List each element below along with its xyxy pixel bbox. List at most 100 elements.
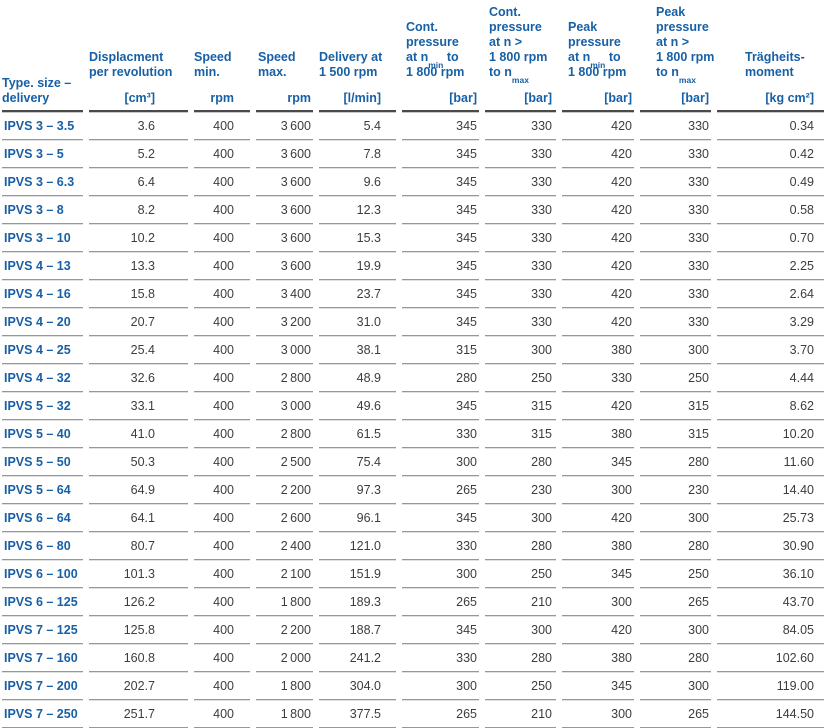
cell-cont-pressure-low: 345: [402, 252, 479, 280]
table-row: IPVS 7 – 125 125.8 400 2 200 188.7 345 300 420 3…: [2, 616, 824, 644]
cell-cont-pressure-high: 315: [485, 392, 556, 420]
cell-displacement: 41.0: [89, 420, 188, 448]
cell-peak-pressure-low: 380: [562, 336, 634, 364]
cell-cont-pressure-high: 250: [485, 364, 556, 392]
cell-speed-min: 400: [194, 168, 250, 196]
cell-peak-pressure-low: 380: [562, 420, 634, 448]
cell-peak-pressure-high: 250: [640, 364, 711, 392]
table-row: IPVS 6 – 80 80.7 400 2 400 121.0 330 280 380 280…: [2, 532, 824, 560]
cell-peak-pressure-high: 300: [640, 616, 711, 644]
cell-delivery-1500rpm: 377.5: [319, 700, 396, 728]
cell-displacement: 160.8: [89, 644, 188, 672]
cell-peak-pressure-low: 330: [562, 364, 634, 392]
column-label-peak-pressure-high: Peak pressure at n >1 800 rpm to nmax: [656, 5, 715, 85]
cell-displacement: 32.6: [89, 364, 188, 392]
cell-speed-min: 400: [194, 196, 250, 224]
row-label: IPVS 5 – 40: [2, 420, 83, 448]
table-row: IPVS 6 – 100 101.3 400 2 100 151.9 300 250 345 2…: [2, 560, 824, 588]
cell-delivery-1500rpm: 15.3: [319, 224, 396, 252]
cell-delivery-1500rpm: 7.8: [319, 140, 396, 168]
cell-speed-min: 400: [194, 280, 250, 308]
cell-speed-max: 3 600: [256, 168, 313, 196]
cell-peak-pressure-low: 420: [562, 140, 634, 168]
cell-speed-max: 2 400: [256, 532, 313, 560]
cell-delivery-1500rpm: 19.9: [319, 252, 396, 280]
cell-speed-min: 400: [194, 364, 250, 392]
cell-cont-pressure-high: 330: [485, 252, 556, 280]
cell-cont-pressure-low: 345: [402, 280, 479, 308]
cell-cont-pressure-high: 250: [485, 672, 556, 700]
cell-speed-min: 400: [194, 336, 250, 364]
row-label: IPVS 4 – 20: [2, 308, 83, 336]
cell-speed-max: 3 600: [256, 140, 313, 168]
cell-peak-pressure-low: 420: [562, 196, 634, 224]
column-unit-displacement: [cm³]: [124, 91, 155, 105]
cell-cont-pressure-high: 210: [485, 700, 556, 728]
cell-peak-pressure-high: 330: [640, 252, 711, 280]
cell-inertia: 0.42: [717, 140, 824, 168]
cell-inertia: 102.60: [717, 644, 824, 672]
cell-speed-max: 2 800: [256, 420, 313, 448]
row-label: IPVS 6 – 64: [2, 504, 83, 532]
cell-inertia: 3.29: [717, 308, 824, 336]
table-body: IPVS 3 – 3.5 3.6 400 3 600 5.4 345 330 420 330 0.…: [2, 112, 824, 728]
table-row: IPVS 4 – 13 13.3 400 3 600 19.9 345 330 420 330 2…: [2, 252, 824, 280]
cell-speed-max: 3 600: [256, 252, 313, 280]
column-header-peak-pressure-low: Peak pressure at nmin to 1 800 rpm [bar]: [562, 0, 634, 112]
cell-peak-pressure-low: 380: [562, 644, 634, 672]
cell-speed-max: 2 100: [256, 560, 313, 588]
column-unit-cont-pressure-high: [bar]: [524, 91, 552, 105]
cell-speed-max: 2 500: [256, 448, 313, 476]
cell-cont-pressure-low: 330: [402, 420, 479, 448]
column-label-cont-pressure-low: Cont. pressure at nmin to 1 800 rpm: [406, 20, 465, 79]
table-row: IPVS 7 – 160 160.8 400 2 000 241.2 330 280 380 2…: [2, 644, 824, 672]
cell-inertia: 11.60: [717, 448, 824, 476]
cell-delivery-1500rpm: 61.5: [319, 420, 396, 448]
row-label: IPVS 4 – 13: [2, 252, 83, 280]
cell-cont-pressure-low: 265: [402, 700, 479, 728]
cell-peak-pressure-low: 420: [562, 504, 634, 532]
cell-peak-pressure-high: 330: [640, 196, 711, 224]
cell-displacement: 101.3: [89, 560, 188, 588]
column-unit-speed-min: rpm: [210, 91, 234, 105]
cell-delivery-1500rpm: 96.1: [319, 504, 396, 532]
row-label: IPVS 5 – 50: [2, 448, 83, 476]
row-label: IPVS 3 – 10: [2, 224, 83, 252]
cell-peak-pressure-low: 420: [562, 168, 634, 196]
cell-inertia: 30.90: [717, 532, 824, 560]
row-label: IPVS 3 – 8: [2, 196, 83, 224]
column-label-inertia: Trägheits-moment: [745, 50, 805, 79]
cell-speed-max: 3 200: [256, 308, 313, 336]
table-row: IPVS 3 – 3.5 3.6 400 3 600 5.4 345 330 420 330 0.…: [2, 112, 824, 140]
cell-inertia: 4.44: [717, 364, 824, 392]
column-unit-speed-max: rpm: [287, 91, 311, 105]
cell-peak-pressure-low: 345: [562, 560, 634, 588]
cell-speed-min: 400: [194, 140, 250, 168]
table-row: IPVS 4 – 16 15.8 400 3 400 23.7 345 330 420 330 2…: [2, 280, 824, 308]
table-row: IPVS 7 – 200 202.7 400 1 800 304.0 300 250 345 3…: [2, 672, 824, 700]
cell-cont-pressure-low: 265: [402, 588, 479, 616]
cell-inertia: 14.40: [717, 476, 824, 504]
cell-inertia: 36.10: [717, 560, 824, 588]
cell-cont-pressure-low: 345: [402, 224, 479, 252]
table-row: IPVS 6 – 125 126.2 400 1 800 189.3 265 210 300 2…: [2, 588, 824, 616]
cell-speed-min: 400: [194, 672, 250, 700]
cell-peak-pressure-high: 330: [640, 280, 711, 308]
cell-cont-pressure-high: 210: [485, 588, 556, 616]
cell-displacement: 3.6: [89, 112, 188, 140]
cell-speed-max: 3 600: [256, 196, 313, 224]
cell-displacement: 80.7: [89, 532, 188, 560]
cell-speed-max: 1 800: [256, 672, 313, 700]
column-header-displacement: Displacment per revolution [cm³]: [89, 0, 188, 112]
cell-peak-pressure-high: 280: [640, 532, 711, 560]
cell-delivery-1500rpm: 121.0: [319, 532, 396, 560]
row-label: IPVS 4 – 32: [2, 364, 83, 392]
cell-cont-pressure-low: 345: [402, 504, 479, 532]
cell-speed-min: 400: [194, 588, 250, 616]
cell-speed-max: 2 000: [256, 644, 313, 672]
cell-peak-pressure-low: 420: [562, 616, 634, 644]
cell-speed-max: 3 600: [256, 112, 313, 140]
cell-cont-pressure-low: 300: [402, 560, 479, 588]
column-header-inertia: Trägheits-moment [kg cm²]: [717, 0, 824, 112]
